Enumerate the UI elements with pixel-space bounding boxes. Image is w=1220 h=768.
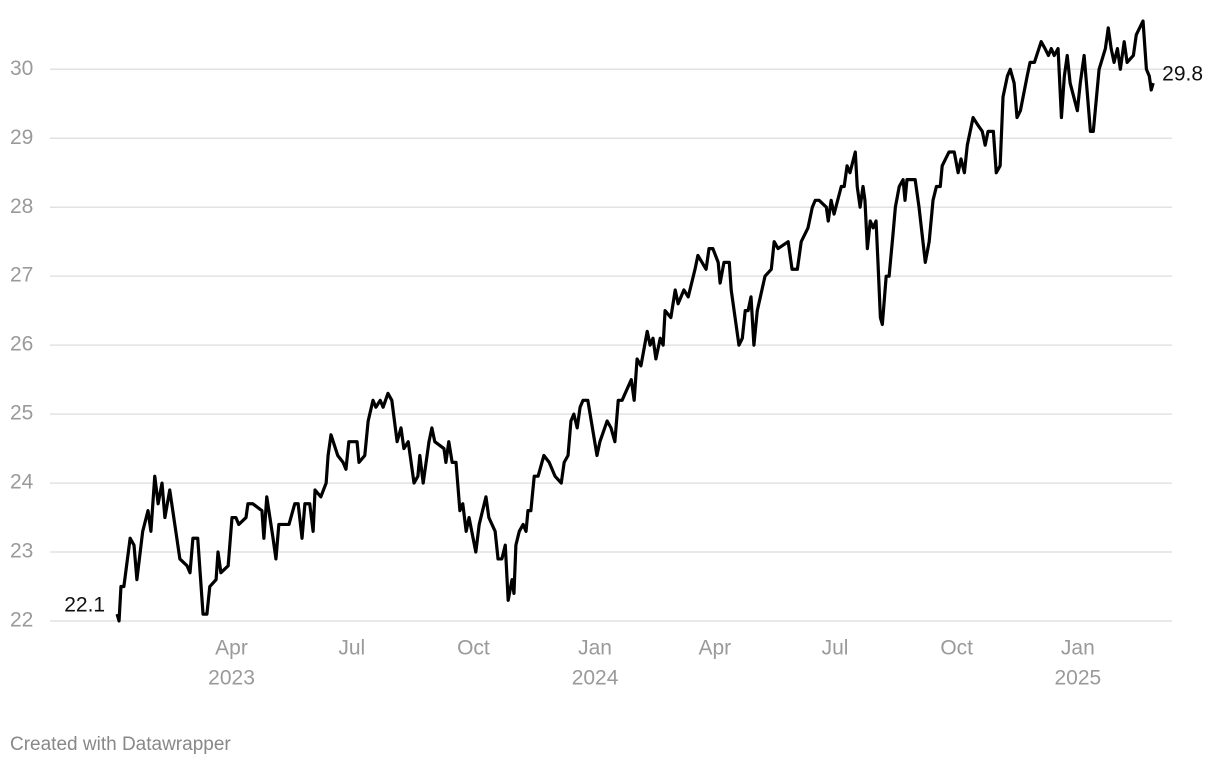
start-label: 22.1 [64, 594, 105, 617]
end-label: 29.8 [1162, 63, 1203, 86]
x-tick-year: 2023 [208, 667, 255, 690]
x-tick-label: Jan [578, 637, 612, 660]
y-tick-label: 26 [10, 333, 33, 356]
line [115, 19, 1155, 623]
y-tick-label: 25 [10, 402, 33, 425]
x-tick-year: 2025 [1054, 667, 1101, 690]
y-tick-label: 29 [10, 126, 33, 149]
x-tick-label: Jul [822, 637, 849, 660]
x-tick-label: Apr [698, 637, 731, 660]
x-tick-label: Oct [940, 637, 973, 660]
y-tick-label: 28 [10, 195, 33, 218]
x-tick-label: Apr [215, 637, 248, 660]
y-tick-label: 27 [10, 264, 33, 287]
x-tick-label: Jul [338, 637, 365, 660]
x-tick-label: Oct [457, 637, 490, 660]
x-tick-year: 2024 [572, 667, 619, 690]
credit: Created with Datawrapper [10, 734, 231, 755]
y-tick-label: 23 [10, 540, 33, 563]
y-tick-label: 24 [10, 471, 34, 494]
y-tick-label: 22 [10, 609, 33, 632]
y-tick-label: 30 [10, 57, 33, 80]
x-tick-label: Jan [1061, 637, 1095, 660]
